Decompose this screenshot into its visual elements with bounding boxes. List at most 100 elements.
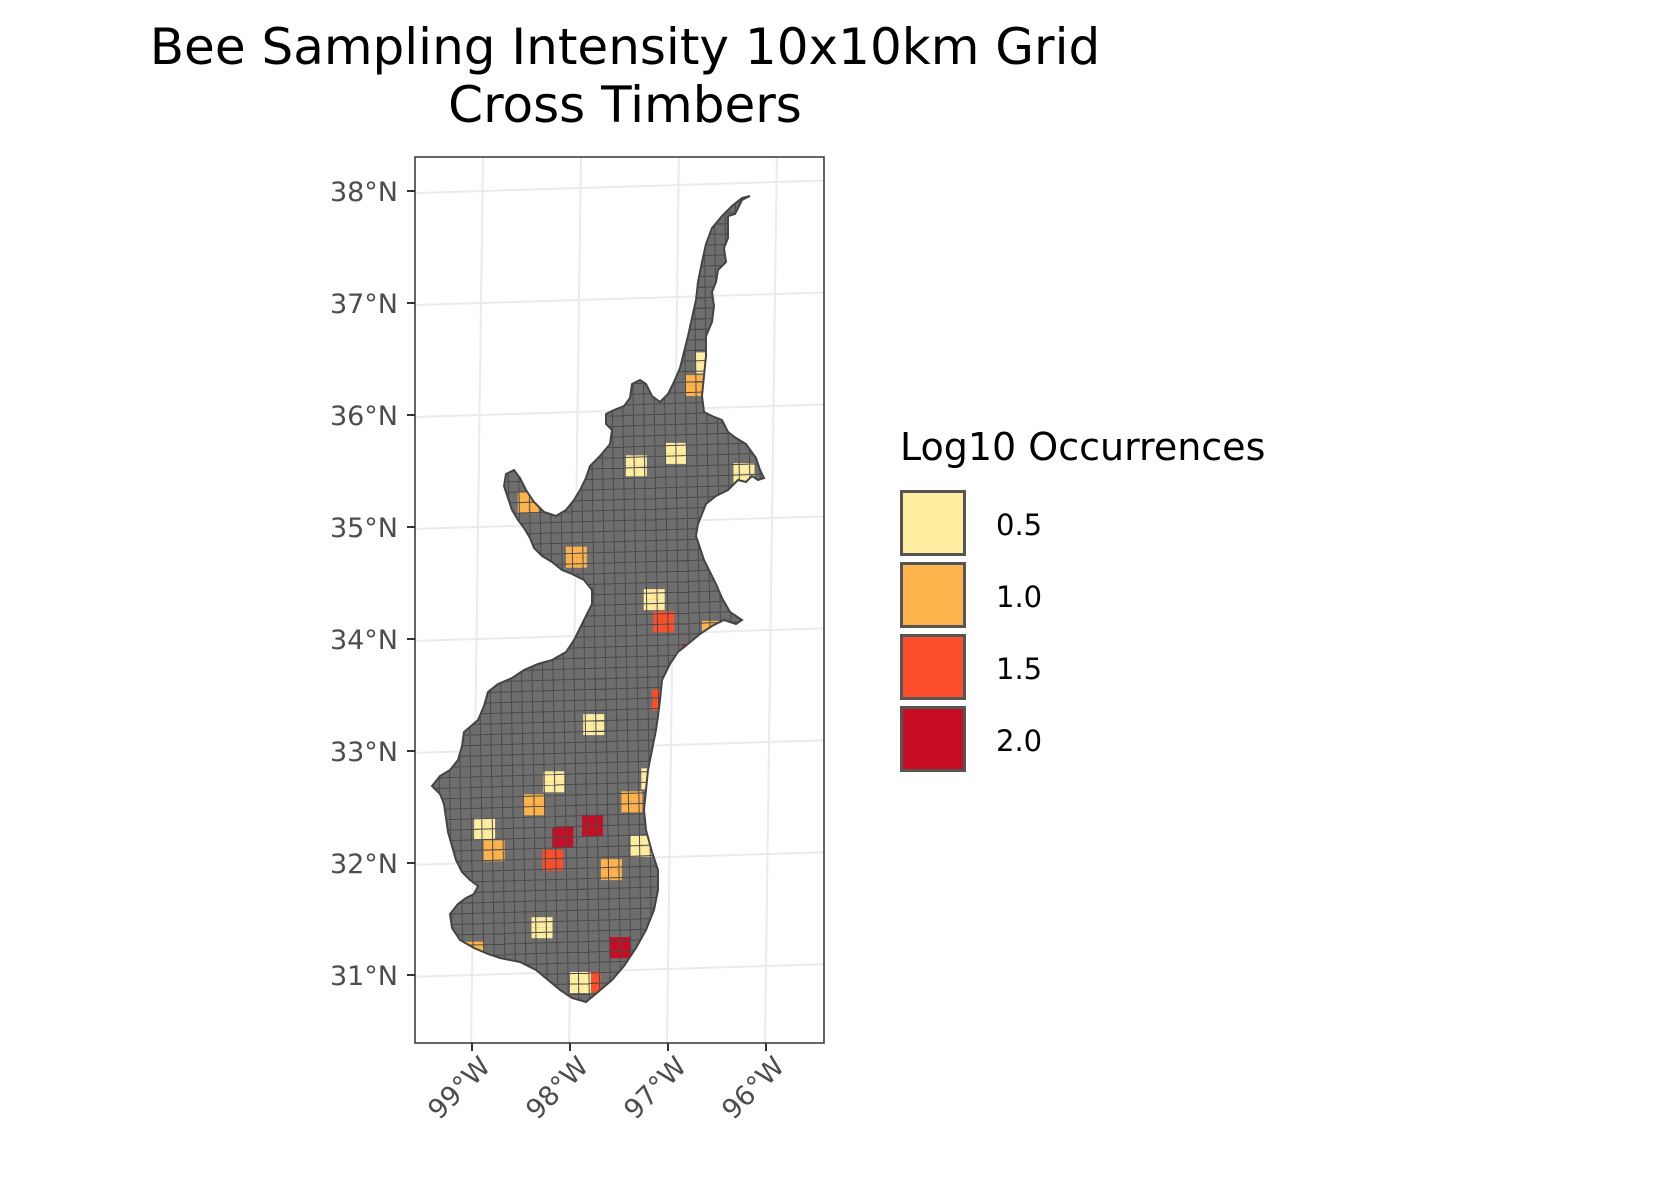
grid-cell	[528, 502, 539, 514]
chart-title-line-1: Bee Sampling Intensity 10x10km Grid	[149, 18, 1101, 76]
lat-tick-label: 33°N	[330, 737, 398, 768]
map-panel-border	[414, 156, 825, 1044]
legend-color-key	[900, 634, 966, 700]
grid-cell	[696, 375, 707, 386]
grid-cell	[636, 455, 647, 466]
grid-cell	[625, 455, 637, 466]
grid-cell	[600, 869, 612, 881]
grid-cell	[533, 794, 545, 805]
lat-tick-label: 35°N	[330, 513, 398, 544]
latitude-axis: 38°N 37°N 36°N 35°N 34°N 33°N 32°N 31°N	[330, 177, 415, 992]
region-outline	[430, 195, 766, 1004]
grid-cell	[653, 621, 664, 633]
grid-cell	[562, 837, 574, 848]
grid-cell	[733, 473, 744, 485]
grid-cell	[517, 502, 529, 514]
lon-tick-label: 97°W	[618, 1051, 693, 1126]
grid-cell	[580, 982, 591, 993]
grid-cell	[675, 453, 687, 464]
grid-cell	[517, 492, 529, 503]
grid-cell	[565, 546, 577, 558]
grid-cell	[576, 546, 587, 558]
grid-cell	[625, 465, 637, 477]
lat-tick-label: 31°N	[330, 961, 398, 992]
grid-cell	[494, 850, 505, 862]
legend-label: 1.5	[996, 652, 1043, 686]
grid-cell	[583, 724, 594, 736]
legend-item: 1.5	[900, 634, 1200, 704]
grid-cell	[654, 589, 665, 600]
longitude-axis: 99°W 98°W 97°W 96°W	[422, 1043, 791, 1126]
legend-item: 0.5	[900, 490, 1200, 560]
grid-cell	[483, 850, 495, 862]
grid-cell	[620, 937, 631, 948]
grid-cell	[663, 611, 675, 622]
graticule-parallel	[415, 179, 824, 195]
lat-tick-label: 37°N	[330, 289, 398, 320]
legend-color-key	[900, 490, 966, 556]
lon-tick-label: 96°W	[716, 1051, 791, 1126]
graticule-meridian	[470, 157, 484, 1043]
grid-cell	[484, 828, 496, 840]
grid-cell	[611, 869, 622, 881]
grid-cell	[609, 947, 621, 959]
lon-tick-label: 99°W	[422, 1051, 497, 1126]
grid-cell	[593, 724, 605, 736]
grid-cell	[609, 937, 621, 948]
legend-color-key	[900, 706, 966, 772]
grid-cell	[542, 860, 553, 871]
grid-cell	[620, 947, 631, 959]
lon-tick-label: 98°W	[520, 1051, 595, 1126]
grid-cell	[654, 599, 665, 611]
grid-cell	[641, 846, 652, 857]
grid-cell	[552, 827, 563, 838]
grid-cell	[523, 794, 534, 805]
legend-item: 2.0	[900, 706, 1200, 776]
grid-cell	[675, 442, 687, 454]
grid-cell	[494, 840, 505, 851]
grid-cell	[473, 941, 484, 953]
grid-cell	[652, 700, 663, 711]
grid-cell	[553, 771, 565, 782]
grid-cell	[483, 840, 495, 851]
grid-cell	[630, 835, 642, 847]
legend-item: 1.0	[900, 562, 1200, 632]
grid-cell	[543, 771, 554, 782]
lat-tick-label: 34°N	[330, 625, 398, 656]
legend-label: 2.0	[996, 724, 1043, 758]
grid-cell	[552, 837, 563, 848]
legend-title: Log10 Occurrences	[900, 425, 1266, 469]
grid-cell	[665, 453, 676, 464]
grid-cell	[590, 971, 601, 983]
grid-cell	[641, 768, 652, 779]
graticule-parallel	[386, 67, 876, 82]
chart-title-line-2: Cross Timbers	[448, 76, 802, 134]
grid-cell	[542, 849, 553, 861]
grid-cell	[484, 818, 496, 829]
cross-timbers-region	[432, 196, 764, 1002]
graticule-meridian	[763, 157, 778, 1043]
grid-cell	[631, 791, 643, 802]
grid-cell	[600, 859, 612, 870]
grid-cell	[653, 611, 664, 622]
graticule-parallel	[415, 291, 824, 307]
grid-cell	[542, 917, 553, 928]
grid-cell	[621, 791, 632, 802]
lat-tick-label: 32°N	[330, 849, 398, 880]
grid-cell	[593, 714, 605, 725]
grid-cell	[552, 849, 564, 861]
grid-cell	[695, 362, 707, 374]
grid-cell	[576, 557, 587, 568]
grid-cell	[611, 859, 622, 870]
grid-cell	[696, 385, 707, 397]
grid-cell	[590, 982, 601, 993]
grid-cell	[643, 589, 655, 600]
grid-cell	[570, 972, 581, 983]
grid-cell	[621, 801, 632, 813]
grid-cell	[523, 804, 534, 816]
lat-tick-label: 36°N	[330, 401, 398, 432]
lat-tick-label: 38°N	[330, 177, 398, 208]
grid-cell	[542, 927, 553, 939]
legend-label: 0.5	[996, 508, 1043, 542]
grid-cell	[685, 375, 697, 386]
